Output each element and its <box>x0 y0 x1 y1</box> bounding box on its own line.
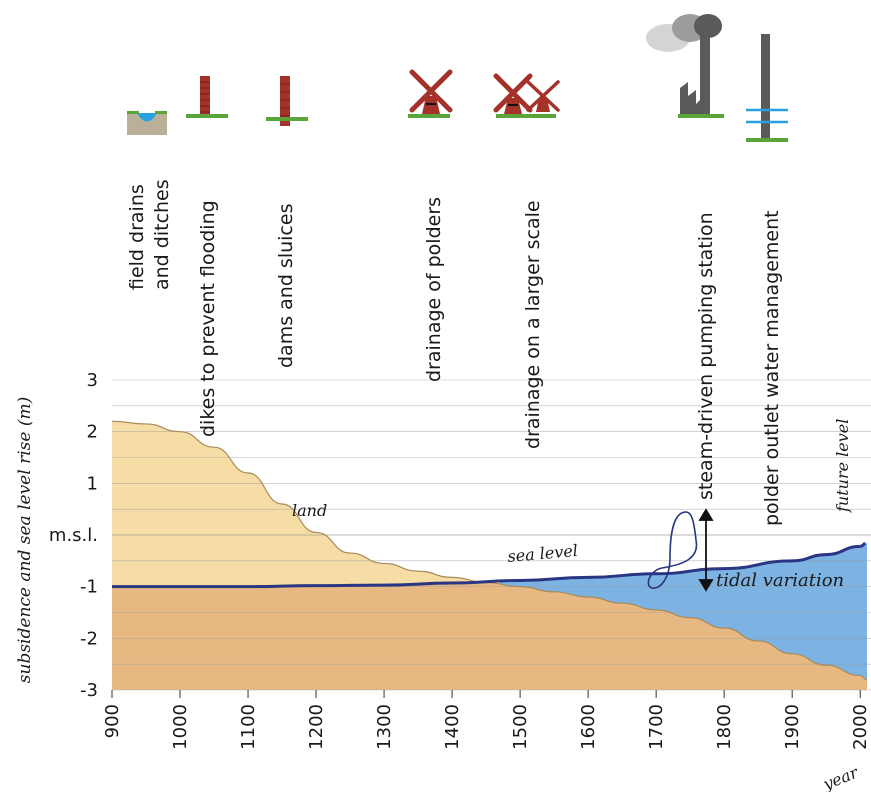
outlet-tower-icon <box>746 34 788 142</box>
milestone-label-outlet: polder outlet water management <box>761 210 783 526</box>
y-axis-label: subsidence and sea level rise (m) <box>15 397 35 683</box>
y-tick-label: -1 <box>80 577 98 598</box>
x-tick-label: 1700 <box>646 704 667 750</box>
ditch-icon <box>127 111 167 135</box>
milestone-label-field-drains: field drains <box>126 184 148 290</box>
x-tick-label: 1800 <box>714 704 735 750</box>
tidal-variation-annotation: tidal variation <box>716 570 844 591</box>
windmill-icon <box>408 69 453 118</box>
windmills-icon <box>493 73 560 118</box>
x-tick-label: 1300 <box>374 704 395 750</box>
x-tick-label: 1400 <box>442 704 463 750</box>
tidal-variation-loop <box>647 511 698 589</box>
y-tick-label: m.s.l. <box>49 525 98 546</box>
x-tick-label: 2000 <box>850 704 871 750</box>
grid-lines <box>112 379 871 691</box>
y-tick-label: -3 <box>80 680 98 701</box>
milestone-label-field-drains-line2: and ditches <box>151 179 173 290</box>
land-series-line <box>111 420 868 681</box>
x-tick-label: 1100 <box>238 704 259 750</box>
y-tick-label: 3 <box>87 370 98 391</box>
steam-factory-icon <box>646 14 724 118</box>
x-tick-label: 1200 <box>306 704 327 750</box>
x-tick-label: 1000 <box>170 704 191 750</box>
x-axis-ticks: 900 1000 1100 1200 1300 1400 1500 1600 1700 1800 1… <box>102 690 871 750</box>
tidal-range-arrow <box>698 508 714 592</box>
y-axis-ticks: 3 2 1 m.s.l. -1 -2 -3 <box>49 370 98 701</box>
x-tick-label: 1600 <box>578 704 599 750</box>
x-tick-label: 1500 <box>510 704 531 750</box>
sea-level-series-line <box>111 544 861 589</box>
sea-level-annotation: sea level <box>507 541 579 566</box>
land-area-below-msl <box>112 421 867 690</box>
water-area <box>499 542 867 680</box>
y-tick-label: 1 <box>87 473 98 494</box>
milestone-label-dams: dams and sluices <box>275 204 297 368</box>
milestone-label-dikes: dikes to prevent flooding <box>197 200 219 437</box>
x-tick-label: 1900 <box>782 704 803 750</box>
x-axis-label: year <box>819 762 861 792</box>
y-tick-label: 2 <box>87 422 98 443</box>
y-tick-label: -2 <box>80 628 98 649</box>
land-annotation: land <box>292 501 327 520</box>
milestone-label-larger-scale: drainage on a larger scale <box>522 200 544 449</box>
future-sea-level-line <box>860 541 868 548</box>
dike-post-icon <box>186 76 228 118</box>
x-tick-label: 900 <box>102 704 123 738</box>
milestone-label-polders: drainage of polders <box>423 197 445 382</box>
milestone-label-steam: steam-driven pumping station <box>695 212 717 500</box>
future-level-annotation: future level <box>833 419 852 513</box>
milestone-labels: field drains and ditches dikes to preven… <box>126 179 783 526</box>
dam-post-icon <box>266 76 308 126</box>
